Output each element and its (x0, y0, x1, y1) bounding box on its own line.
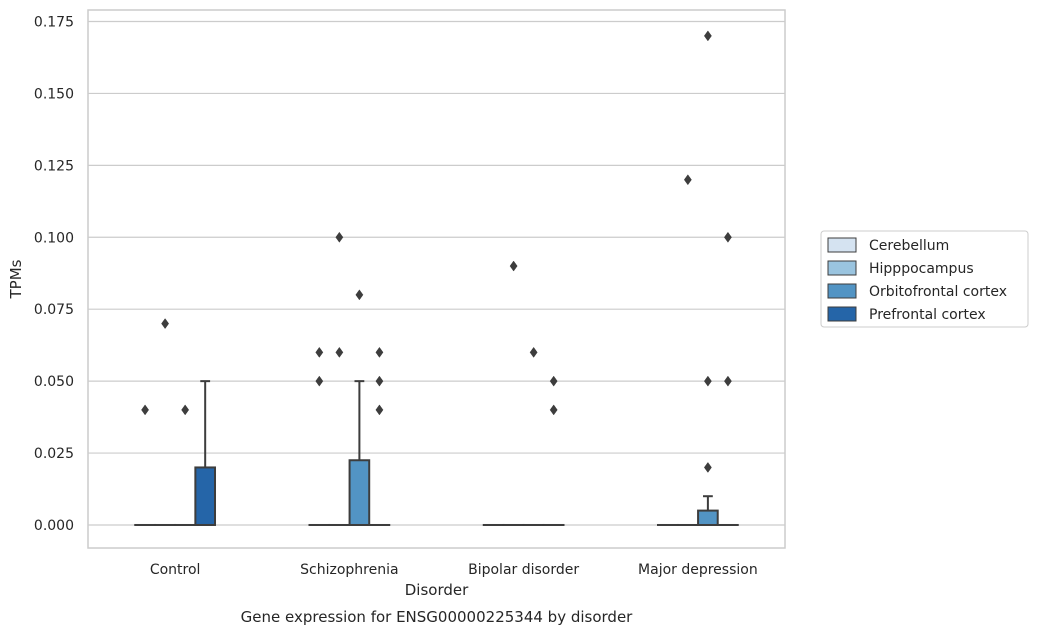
box (348, 459, 371, 526)
outlier-point (529, 346, 538, 358)
outlier-point (509, 260, 518, 272)
outlier-point (375, 375, 384, 387)
y-tick-label: 0.100 (34, 230, 74, 246)
y-axis-title: TPMs (7, 259, 25, 299)
outlier-point (375, 346, 384, 358)
legend: Cerebellum Hipppocampus Orbitofrontal cort… (820, 230, 1029, 328)
legend-swatch (827, 260, 857, 276)
legend-label: Cerebellum (869, 238, 949, 254)
box-group (697, 495, 719, 526)
box-groups (134, 380, 739, 526)
outlier-point (355, 289, 364, 301)
box-group (194, 380, 217, 526)
outlier-point (161, 318, 170, 330)
y-tick-label: 0.000 (34, 518, 74, 534)
box (697, 509, 719, 526)
legend-label: Prefrontal cortex (869, 307, 986, 323)
y-tick-label: 0.025 (34, 446, 74, 462)
outlier-point (549, 404, 558, 416)
outlier-point (375, 404, 384, 416)
x-tick-label: Control (150, 562, 201, 578)
legend-swatch (827, 237, 857, 253)
chart-title: Gene expression for ENSG00000225344 by d… (241, 608, 634, 626)
outlier-point (703, 375, 712, 387)
y-tick-label: 0.050 (34, 374, 74, 390)
outlier-point (335, 231, 344, 243)
legend-label: Orbitofrontal cortex (869, 284, 1007, 300)
outlier-point (549, 375, 558, 387)
outlier-point (724, 375, 732, 387)
y-tick-labels: 0.000 0.025 0.050 0.075 0.100 0.125 0.150 0.175 (34, 15, 74, 534)
outlier-point (724, 231, 732, 243)
outlier-point (683, 174, 692, 186)
y-tick-label: 0.075 (34, 302, 74, 318)
outlier-point (181, 404, 190, 416)
box-group (348, 380, 371, 526)
x-tick-label: Major depression (638, 562, 758, 578)
y-tick-label: 0.125 (34, 158, 74, 174)
x-axis-title: Disorder (405, 581, 469, 599)
outlier-point (315, 375, 324, 387)
legend-swatch (827, 306, 857, 322)
y-tick-label: 0.175 (34, 15, 74, 31)
legend-label: Hipppocampus (869, 261, 974, 277)
x-tick-labels: Control Schizophrenia Bipolar disorder Majo… (150, 562, 758, 578)
box (194, 466, 217, 526)
outlier-point (703, 30, 712, 42)
legend-swatch (827, 283, 857, 299)
x-tick-label: Bipolar disorder (468, 562, 579, 578)
outlier-point (703, 462, 712, 473)
outlier-point (315, 346, 324, 358)
outlier-markers (141, 30, 732, 473)
outlier-point (335, 346, 344, 358)
x-tick-label: Schizophrenia (300, 562, 398, 578)
y-tick-label: 0.150 (34, 86, 74, 102)
outlier-point (141, 404, 149, 416)
legend-frame (820, 230, 1029, 328)
plot-frame (87, 9, 786, 549)
